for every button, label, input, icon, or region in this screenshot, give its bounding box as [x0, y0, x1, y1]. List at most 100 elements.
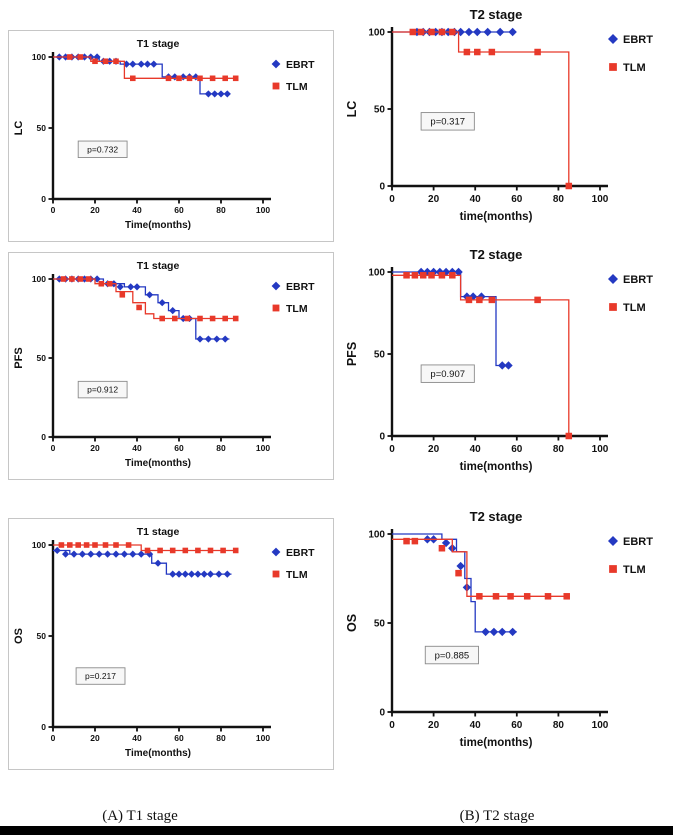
chart-panel-t2-os: T2 stage 0 20 40 60 80 100 0 50 100 time(months) OS… — [342, 502, 670, 760]
svg-text:Time(months): Time(months) — [125, 748, 191, 759]
svg-text:100: 100 — [592, 194, 609, 205]
chart-title: T1 stage — [137, 526, 180, 538]
svg-text:60: 60 — [511, 444, 523, 455]
svg-text:T1 stage: T1 stage — [137, 38, 180, 50]
svg-text:EBRT: EBRT — [286, 281, 315, 293]
svg-text:T1 stage: T1 stage — [137, 260, 180, 272]
svg-text:60: 60 — [174, 205, 184, 215]
svg-text:80: 80 — [553, 720, 565, 731]
svg-text:40: 40 — [470, 720, 482, 731]
series-tlm — [392, 28, 573, 190]
y-axis-label: PFS — [13, 347, 25, 368]
svg-text:100: 100 — [32, 52, 46, 62]
svg-text:T2 stage: T2 stage — [470, 509, 523, 524]
svg-text:100: 100 — [592, 720, 609, 731]
svg-text:80: 80 — [216, 443, 226, 453]
svg-text:time(months): time(months) — [460, 737, 533, 749]
series-tlm — [53, 276, 239, 322]
svg-text:T2 stage: T2 stage — [470, 247, 523, 262]
svg-text:TLM: TLM — [623, 302, 646, 314]
svg-text:60: 60 — [511, 720, 523, 731]
svg-text:20: 20 — [90, 733, 100, 743]
chart-svg-t2-os: T2 stage 0 20 40 60 80 100 0 50 100 time(months) OS… — [345, 509, 653, 749]
svg-text:0: 0 — [51, 733, 56, 743]
legend: EBRT TLM — [608, 274, 653, 314]
legend: EBRT TLM — [608, 34, 653, 74]
svg-text:40: 40 — [470, 194, 482, 205]
p-value-box: p=0.907 — [420, 364, 475, 383]
chart-svg-t1-pfs: T1 stage 0 20 40 60 80 100 0 50 100 Time(months) PF… — [13, 260, 315, 469]
svg-text:80: 80 — [216, 205, 226, 215]
svg-text:100: 100 — [368, 28, 385, 39]
chart-svg-t1-os: T1 stage 0 20 40 60 80 100 0 50 100 Time(months) OS… — [13, 526, 315, 759]
chart-svg-t2-lc: T2 stage 0 20 40 60 80 100 0 50 100 time(months) LC… — [345, 7, 653, 223]
p-value-box: p=0.317 — [420, 112, 475, 131]
chart-panel-t1-pfs: T1 stage 0 20 40 60 80 100 0 50 100 Time(months) PF… — [8, 252, 334, 480]
chart-svg-t1-lc: T1 stage 0 20 40 60 80 100 0 50 100 Time(months) LC… — [13, 38, 315, 231]
svg-text:p=0.732: p=0.732 — [87, 144, 118, 154]
series-ebrt — [53, 53, 231, 98]
bottom-page-edge-bar — [0, 826, 673, 835]
svg-text:0: 0 — [379, 708, 385, 719]
svg-text:TLM: TLM — [286, 303, 308, 315]
svg-text:20: 20 — [428, 194, 440, 205]
svg-text:time(months): time(months) — [460, 461, 533, 473]
svg-text:50: 50 — [37, 123, 47, 133]
svg-text:20: 20 — [90, 205, 100, 215]
svg-text:80: 80 — [553, 444, 565, 455]
svg-text:p=0.907: p=0.907 — [430, 369, 465, 380]
svg-text:EBRT: EBRT — [623, 34, 653, 46]
series-ebrt — [53, 546, 232, 578]
chart-panel-t2-lc: T2 stage 0 20 40 60 80 100 0 50 100 time(months) LC… — [342, 0, 670, 234]
svg-text:100: 100 — [368, 530, 385, 541]
p-value-box: p=0.217 — [75, 667, 126, 685]
svg-text:0: 0 — [41, 722, 46, 732]
svg-text:40: 40 — [132, 733, 142, 743]
chart-panel-t1-os: T1 stage 0 20 40 60 80 100 0 50 100 Time(months) OS… — [8, 518, 334, 770]
svg-text:100: 100 — [592, 444, 609, 455]
caption-t2-stage: (B) T2 stage — [459, 808, 535, 824]
svg-text:TLM: TLM — [286, 569, 308, 581]
y-axis-label: LC — [345, 101, 359, 118]
chart-panel-t1-lc: T1 stage 0 20 40 60 80 100 0 50 100 Time(months) LC… — [8, 30, 334, 242]
svg-text:50: 50 — [37, 353, 47, 363]
chart-title: T2 stage — [470, 247, 523, 262]
svg-text:0: 0 — [389, 720, 395, 731]
chart-panel-t2-pfs: T2 stage 0 20 40 60 80 100 0 50 100 time(months) PF… — [342, 240, 670, 484]
svg-text:20: 20 — [428, 444, 440, 455]
svg-text:Time(months): Time(months) — [125, 458, 191, 469]
y-axis-label: PFS — [345, 342, 359, 366]
svg-text:p=0.217: p=0.217 — [85, 671, 116, 681]
svg-text:EBRT: EBRT — [286, 59, 315, 71]
series-tlm — [53, 542, 239, 554]
p-value-box: p=0.732 — [77, 140, 128, 159]
svg-text:p=0.912: p=0.912 — [87, 385, 118, 395]
axes: 0 20 40 60 80 100 0 50 100 time(months) OS — [345, 529, 609, 749]
legend: EBRT TLM — [608, 536, 653, 576]
svg-text:0: 0 — [379, 182, 385, 193]
svg-text:100: 100 — [32, 540, 46, 550]
series-ebrt — [392, 533, 517, 637]
svg-text:60: 60 — [174, 443, 184, 453]
series-tlm — [392, 272, 573, 440]
axes: 0 20 40 60 80 100 0 50 100 Time(months) LC — [13, 52, 271, 231]
svg-text:0: 0 — [41, 432, 46, 442]
svg-text:TLM: TLM — [286, 81, 308, 93]
svg-text:50: 50 — [374, 105, 386, 116]
chart-svg-t2-pfs: T2 stage 0 20 40 60 80 100 0 50 100 time(months) PF… — [345, 247, 653, 473]
svg-text:100: 100 — [256, 205, 270, 215]
svg-text:Time(months): Time(months) — [125, 220, 191, 231]
svg-text:TLM: TLM — [623, 564, 646, 576]
legend: EBRT TLM — [271, 547, 315, 581]
svg-text:0: 0 — [41, 194, 46, 204]
svg-text:20: 20 — [428, 720, 440, 731]
svg-text:80: 80 — [553, 194, 565, 205]
svg-text:60: 60 — [174, 733, 184, 743]
chart-title: T1 stage — [137, 38, 180, 50]
svg-text:50: 50 — [37, 631, 47, 641]
svg-text:40: 40 — [132, 443, 142, 453]
svg-text:60: 60 — [511, 194, 523, 205]
chart-title: T2 stage — [470, 7, 523, 22]
svg-text:0: 0 — [379, 432, 385, 443]
